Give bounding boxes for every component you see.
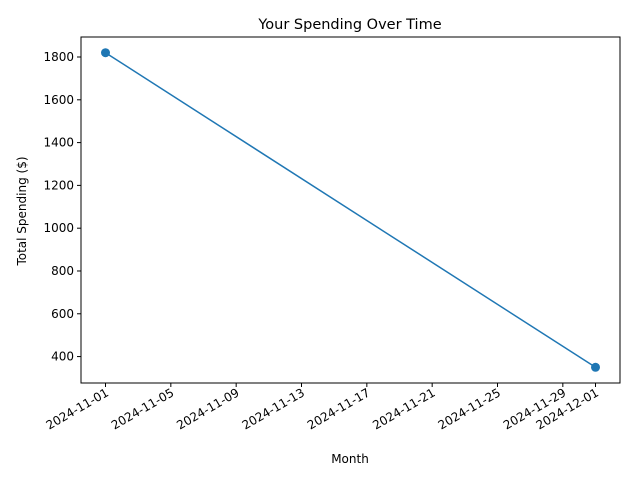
series-line [105, 52, 596, 368]
y-tick-label: 1000 [43, 221, 74, 235]
data-point [101, 48, 110, 58]
data-point [591, 362, 600, 372]
y-tick-label: 400 [51, 350, 74, 364]
y-axis-title: Total Spending ($) [15, 156, 29, 266]
x-tick-label: 2024-11-17 [305, 385, 372, 432]
y-tick-label: 1800 [43, 50, 74, 64]
y-tick-label: 1600 [43, 93, 74, 107]
x-tick-label: 2024-11-05 [109, 385, 176, 432]
x-tick-label: 2024-11-13 [240, 385, 307, 432]
x-tick-label: 2024-11-21 [370, 385, 437, 432]
axes-frame [80, 36, 621, 384]
plot-area: 400600800100012001400160018002024-11-012… [43, 36, 621, 432]
y-tick-label: 1400 [43, 136, 74, 150]
x-tick-label: 2024-11-09 [174, 385, 241, 432]
x-tick-label: 2024-11-01 [44, 385, 111, 432]
y-tick-label: 1200 [43, 178, 74, 192]
y-tick-label: 600 [51, 307, 74, 321]
x-axis-title: Month [331, 452, 369, 466]
x-tick-label: 2024-11-25 [436, 385, 503, 432]
chart-title: Your Spending Over Time [257, 17, 441, 33]
y-tick-label: 800 [51, 264, 74, 278]
